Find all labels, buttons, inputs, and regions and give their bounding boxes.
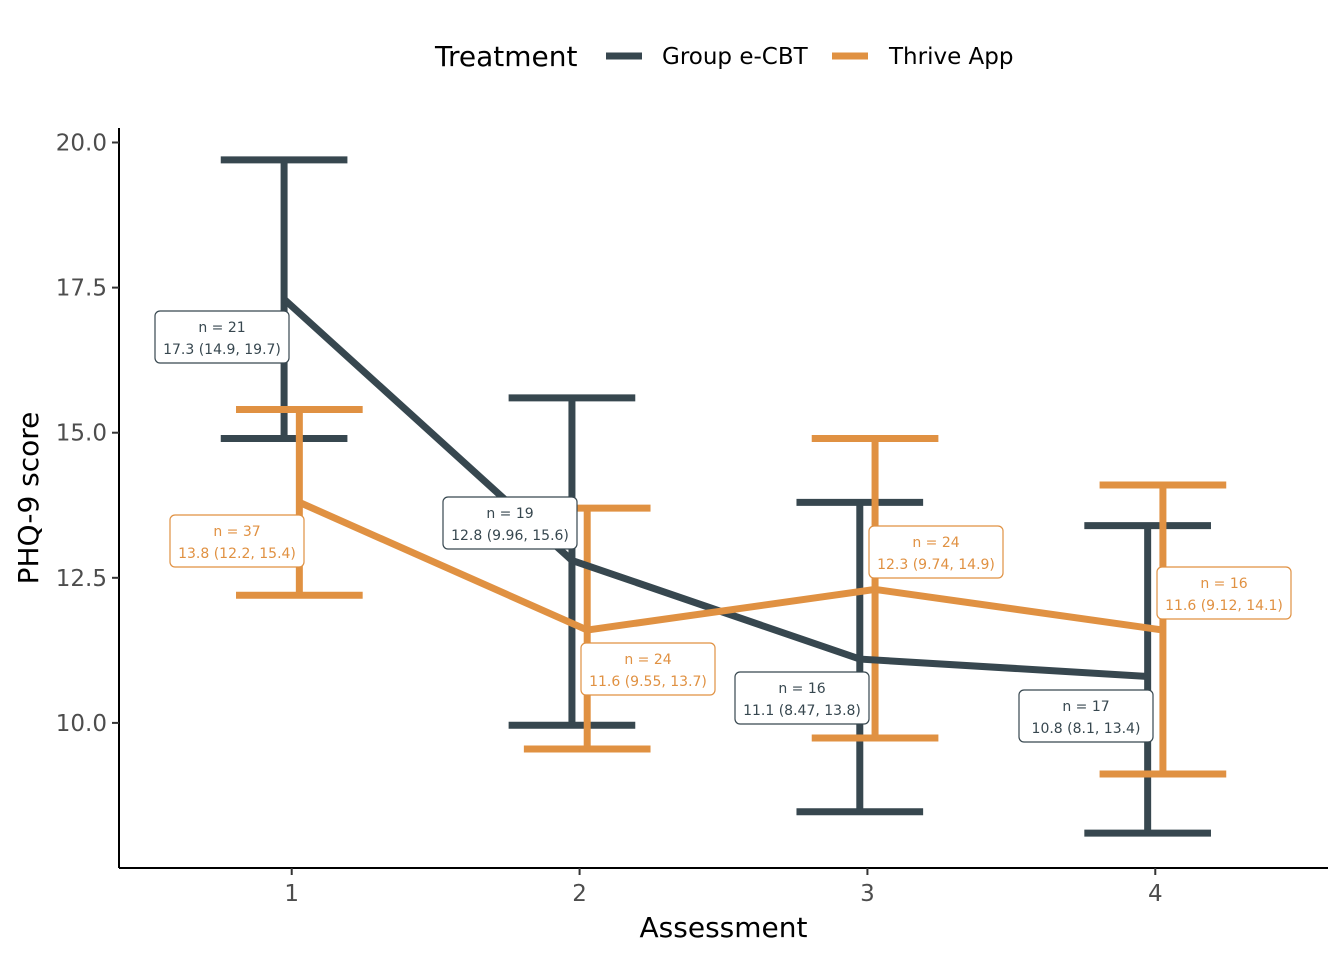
thrive-app-legend-label: Thrive App xyxy=(888,44,1013,70)
axes: 10.0 12.5 15.0 17.5 20.0 1 2 3 4 Assessment PHQ-9 … xyxy=(12,128,1328,944)
y-tick-label: 10.0 xyxy=(56,711,107,737)
group-ecbt-line xyxy=(281,296,1148,680)
x-tick-label: 4 xyxy=(1148,881,1163,907)
y-tick-label: 12.5 xyxy=(56,566,107,592)
label-n: n = 16 xyxy=(1200,576,1247,592)
x-tick-label: 2 xyxy=(572,881,587,907)
group-ecbt-label-3: n = 16 11.1 (8.47, 13.8) xyxy=(734,671,870,725)
label-n: n = 16 xyxy=(778,681,825,697)
legend: Treatment Group e-CBT Thrive App xyxy=(434,40,1013,73)
label-box xyxy=(1156,566,1292,620)
thrive-app-label-4: n = 16 11.6 (9.12, 14.1) xyxy=(1156,566,1292,620)
label-mean-ci: 11.1 (8.47, 13.8) xyxy=(743,703,861,719)
group-ecbt-label-2: n = 19 12.8 (9.96, 15.6) xyxy=(442,496,578,550)
thrive-app-label-2: n = 24 11.6 (9.55, 13.7) xyxy=(580,642,716,696)
label-mean-ci: 11.6 (9.55, 13.7) xyxy=(589,674,707,690)
x-tick-label: 3 xyxy=(860,881,875,907)
label-n: n = 19 xyxy=(486,506,533,522)
label-mean-ci: 10.8 (8.1, 13.4) xyxy=(1032,721,1141,737)
label-n: n = 17 xyxy=(1062,699,1109,715)
y-tick-label: 20.0 xyxy=(56,131,107,157)
label-n: n = 21 xyxy=(198,320,245,336)
label-box xyxy=(1018,689,1154,743)
y-tick-label: 17.5 xyxy=(56,276,107,302)
thrive-app-label-1: n = 37 13.8 (12.2, 15.4) xyxy=(169,514,305,568)
label-mean-ci: 12.8 (9.96, 15.6) xyxy=(451,528,569,544)
thrive-app-label-3: n = 24 12.3 (9.74, 14.9) xyxy=(868,525,1004,579)
x-tick-label: 1 xyxy=(284,881,299,907)
group-ecbt-label-4: n = 17 10.8 (8.1, 13.4) xyxy=(1018,689,1154,743)
label-box xyxy=(734,671,870,725)
series-lines xyxy=(281,296,1164,680)
group-ecbt-label-1: n = 21 17.3 (14.9, 19.7) xyxy=(154,310,290,364)
label-n: n = 24 xyxy=(624,652,671,668)
label-mean-ci: 12.3 (9.74, 14.9) xyxy=(877,557,995,573)
y-axis-title: PHQ-9 score xyxy=(12,412,45,585)
label-n: n = 24 xyxy=(912,535,959,551)
y-tick-label: 15.0 xyxy=(56,421,107,447)
group-ecbt-legend-label: Group e-CBT xyxy=(662,44,809,70)
label-n: n = 37 xyxy=(213,524,260,540)
label-box xyxy=(169,514,305,568)
label-box xyxy=(154,310,290,364)
label-mean-ci: 13.8 (12.2, 15.4) xyxy=(178,546,296,562)
label-mean-ci: 17.3 (14.9, 19.7) xyxy=(163,342,281,358)
legend-title: Treatment xyxy=(434,40,577,73)
label-box xyxy=(580,642,716,696)
label-box xyxy=(442,496,578,550)
label-mean-ci: 11.6 (9.12, 14.1) xyxy=(1165,598,1283,614)
x-axis-title: Assessment xyxy=(640,911,808,944)
annotations: n = 21 17.3 (14.9, 19.7) n = 19 12.8 (9.96,… xyxy=(154,310,1292,743)
label-box xyxy=(868,525,1004,579)
thrive-app-line xyxy=(297,499,1164,634)
